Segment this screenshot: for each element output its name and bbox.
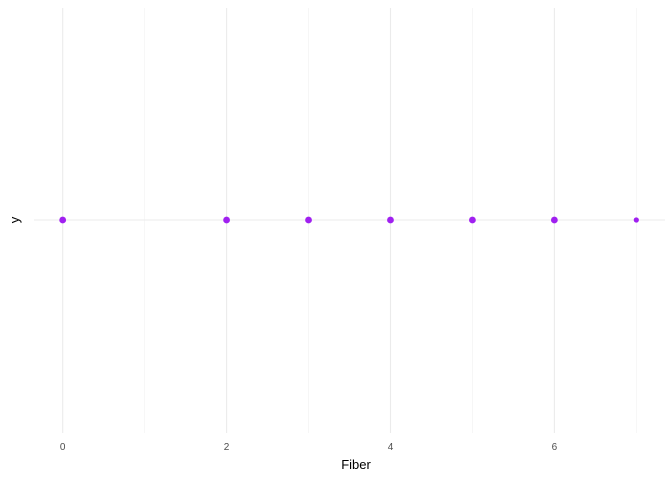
data-point — [387, 216, 394, 224]
data-point — [59, 216, 67, 224]
x-tick-label: 0 — [60, 442, 66, 453]
data-point — [223, 216, 230, 224]
x-tick-label: 6 — [552, 442, 558, 453]
x-tick-label: 2 — [224, 442, 230, 453]
data-point — [469, 216, 476, 224]
x-axis-title: Fiber — [341, 457, 371, 472]
gridlines — [34, 8, 665, 433]
x-tick-labels: 0 2 4 6 — [60, 442, 558, 453]
y-axis-title: y — [7, 216, 22, 223]
data-point — [550, 216, 558, 224]
data-point — [305, 216, 312, 224]
x-tick-label: 4 — [388, 442, 394, 453]
data-point — [633, 217, 639, 223]
data-points — [59, 216, 639, 224]
